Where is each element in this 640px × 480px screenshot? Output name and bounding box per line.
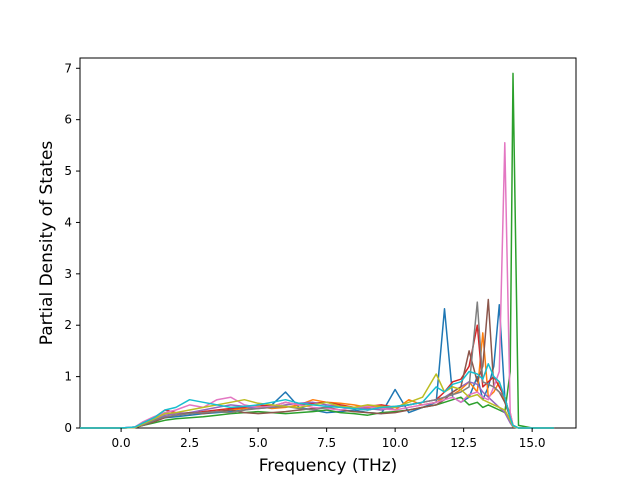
x-tick-label: 12.5 [450,436,477,450]
series-line-10 [80,363,555,429]
series-group [80,72,555,429]
x-tick-label: 0.0 [112,436,131,450]
y-tick-label: 7 [64,61,72,75]
plot-frame [79,57,577,429]
y-tick-label: 0 [64,421,72,435]
y-tick-label: 1 [64,370,72,384]
y-axis: 0 1 2 3 4 5 6 7 [64,61,80,435]
x-tick-label: 5.0 [249,436,268,450]
y-tick-label: 4 [64,215,72,229]
y-axis-label: Partial Density of States [37,141,57,346]
series-line-5 [80,381,555,429]
series-line-3 [80,72,555,429]
x-tick-label: 7.5 [317,436,336,450]
y-tick-label: 3 [64,267,72,281]
y-tick-label: 6 [64,113,72,127]
series-line-1 [80,303,555,429]
x-axis-label: Frequency (THz) [259,456,398,476]
x-tick-label: 10.0 [382,436,409,450]
y-tick-label: 5 [64,164,72,178]
series-line-9 [80,373,555,429]
x-tick-label: 15.0 [519,436,546,450]
x-tick-label: 2.5 [180,436,199,450]
plot-area [79,57,577,429]
y-tick-label: 2 [64,318,72,332]
x-axis: 0.0 2.5 5.0 7.5 10.0 12.5 15.0 [112,428,546,450]
